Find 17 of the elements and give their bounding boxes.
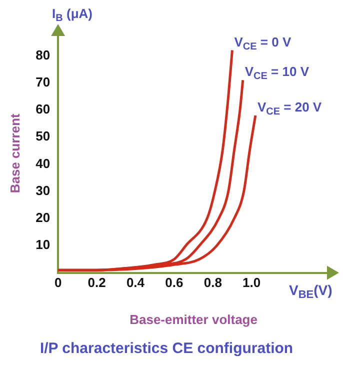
y-tick-label: 50 — [36, 128, 50, 144]
x-tick-label: 0.8 — [204, 275, 222, 290]
x-tick-label: 0.2 — [88, 275, 106, 290]
y-tick-label: 10 — [36, 237, 50, 252]
x-tick-label: 0 — [54, 275, 62, 290]
x-tick-label: 0.4 — [126, 275, 146, 290]
y-tick-label: 70 — [36, 74, 50, 90]
y-axis-title: Base current — [7, 112, 22, 194]
x-axis-title: Base-emitter voltage — [130, 312, 258, 327]
y-tick-label: 80 — [36, 47, 50, 62]
y-tick-label: 30 — [36, 182, 50, 198]
x-tick-label: 1.0 — [242, 275, 261, 290]
x-tick-label: 0.6 — [165, 275, 184, 290]
y-tick-label: 40 — [36, 156, 50, 171]
y-tick-label: 60 — [36, 102, 50, 117]
y-tick-label: 20 — [36, 210, 50, 226]
text: I/P characteristics CE configuration — [40, 340, 294, 358]
